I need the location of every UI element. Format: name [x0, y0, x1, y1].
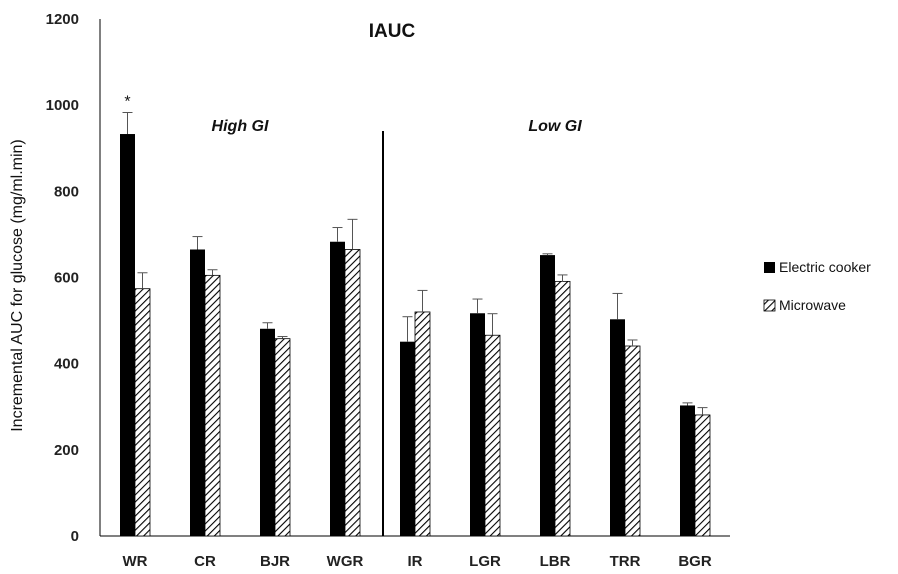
- x-tick-label: LBR: [540, 553, 571, 570]
- group-label: Low GI: [528, 118, 582, 135]
- bar-microwave-wr: [134, 288, 151, 537]
- x-tick-label: TRR: [610, 553, 641, 570]
- bar-electric-cooker-lbr: [540, 255, 555, 536]
- y-tick-label: 800: [54, 183, 79, 200]
- y-tick-label: 600: [54, 270, 79, 287]
- y-tick-label: 1000: [46, 97, 79, 114]
- bar-electric-cooker-wr: [120, 134, 135, 536]
- legend-swatch: [764, 262, 775, 273]
- bars-layer: [120, 111, 711, 537]
- legend-label: Electric cooker: [779, 259, 871, 275]
- x-tick-label: WR: [123, 553, 148, 570]
- significance-marker: *: [124, 93, 130, 110]
- y-tick-label: 0: [71, 528, 79, 545]
- x-tick-label: IR: [408, 553, 423, 570]
- y-tick-label: 400: [54, 356, 79, 373]
- annotations-layer: High GI Low GI *: [124, 93, 582, 135]
- bar-microwave-lbr: [554, 280, 571, 537]
- x-tick-label: CR: [194, 553, 216, 570]
- x-tick-label: LGR: [469, 553, 501, 570]
- bar-electric-cooker-bgr: [680, 405, 695, 536]
- x-tick-label: BJR: [260, 553, 290, 570]
- x-tick-label: BGR: [678, 553, 712, 570]
- axes: 0 200 400 600 800 1000 1200 WR CR BJR WGR IR LGR LBR T…: [46, 11, 730, 570]
- bar-microwave-lgr: [484, 334, 501, 537]
- legend-label: Microwave: [779, 297, 846, 313]
- y-axis-label: Incremental AUC for glucose (mg/ml.min): [9, 139, 26, 432]
- bar-microwave-bjr: [274, 338, 291, 537]
- bar-electric-cooker-ir: [400, 341, 415, 536]
- bar-microwave-trr: [624, 345, 641, 537]
- chart-title: IAUC: [369, 21, 416, 42]
- bar-electric-cooker-wgr: [330, 241, 345, 536]
- bar-electric-cooker-trr: [610, 319, 625, 536]
- x-tick-label: WGR: [327, 553, 364, 570]
- bar-electric-cooker-cr: [190, 249, 205, 536]
- y-tick-label: 1200: [46, 11, 79, 28]
- legend: Electric cooker Microwave: [763, 259, 871, 313]
- bar-microwave-bgr: [694, 414, 711, 537]
- bar-electric-cooker-bjr: [260, 328, 275, 536]
- bar-microwave-ir: [414, 311, 431, 537]
- y-tick-label: 200: [54, 442, 79, 459]
- bar-electric-cooker-lgr: [470, 313, 485, 536]
- bar-microwave-wgr: [344, 249, 361, 537]
- legend-swatch: [763, 299, 776, 312]
- bar-microwave-cr: [204, 274, 221, 537]
- group-label: High GI: [212, 118, 269, 135]
